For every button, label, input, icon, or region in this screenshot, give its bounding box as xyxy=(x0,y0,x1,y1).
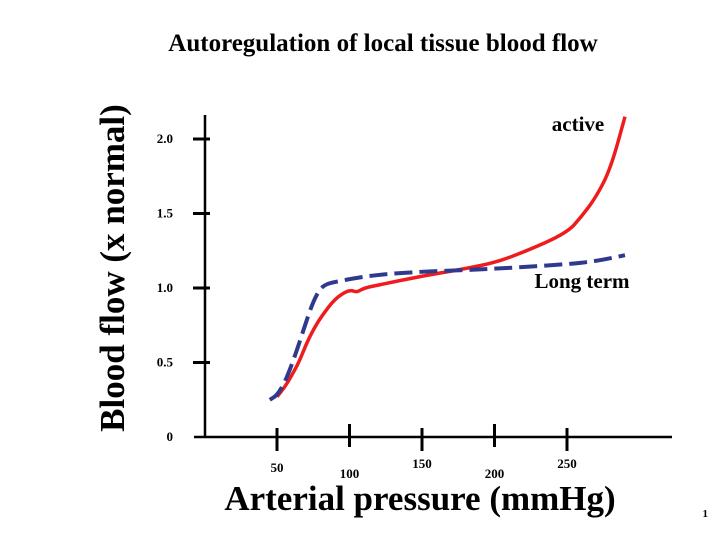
y-axis-label: Blood flow (x normal) xyxy=(93,104,132,432)
y-tick-label: 0.5 xyxy=(157,355,174,370)
y-ticks: 0 0.5 1.0 1.5 2.0 xyxy=(157,131,210,444)
x-tick-label: 100 xyxy=(340,466,360,481)
series-line-active xyxy=(275,116,627,398)
x-tick-label: 50 xyxy=(271,460,284,475)
y-tick-label: 1.5 xyxy=(157,206,174,221)
y-tick-label: 1.0 xyxy=(157,280,173,295)
x-tick-label: 200 xyxy=(485,466,505,481)
page-number: 1 xyxy=(702,508,709,520)
series-group: active Long term xyxy=(268,112,630,402)
series-label-long-term: Long term xyxy=(534,269,630,293)
series-label-active: active xyxy=(552,112,604,136)
x-ticks: 50 100 150 200 250 xyxy=(271,424,577,481)
y-tick-label: 2.0 xyxy=(157,131,173,146)
series-line-long-term xyxy=(268,253,626,402)
x-axis-label: Arterial pressure (mmHg) xyxy=(224,479,615,518)
x-tick-label: 150 xyxy=(412,456,432,471)
x-tick-label: 250 xyxy=(557,456,577,471)
axes xyxy=(194,115,672,439)
chart-title: Autoregulation of local tissue blood flo… xyxy=(168,30,598,57)
y-tick-label: 0 xyxy=(167,429,174,444)
labels-group: Blood flow (x normal) Arterial pressure … xyxy=(93,104,616,518)
